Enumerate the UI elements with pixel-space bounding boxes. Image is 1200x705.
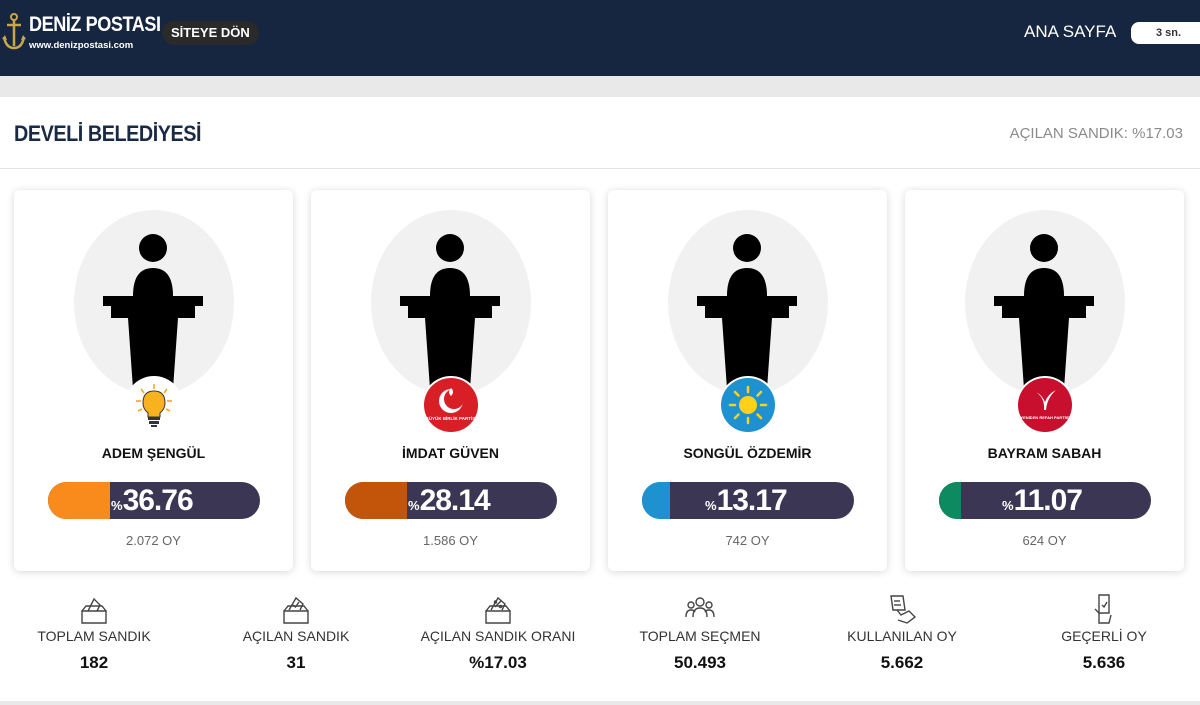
vote-count: 624 OY [1022, 533, 1067, 548]
vote-count: 1.586 OY [423, 533, 478, 548]
voters-group-icon [685, 597, 715, 618]
ballot-box-percent-icon [485, 596, 511, 624]
yeniden-refah-partisi-icon: YENİDEN REFAH PARTİSİ [1018, 378, 1072, 432]
speaker-podium-icon [103, 234, 203, 389]
iyi-parti-sun-icon [721, 378, 775, 432]
vote-count: 742 OY [725, 533, 770, 548]
buyuk-birlik-partisi-icon: BÜYÜK BİRLİK PARTİSİ [424, 378, 478, 432]
vote-share-bar: %36.76 [48, 482, 260, 519]
candidate-name: BAYRAM SABAH [987, 445, 1102, 461]
vote-share-bar: %11.07 [939, 482, 1151, 519]
ak-parti-bulb-icon [136, 384, 172, 427]
party-logo [719, 376, 777, 434]
ballot-box-icon [81, 597, 107, 624]
stat-total-ballot-boxes: TOPLAM SANDIK 182 [0, 593, 194, 673]
vote-count: 2.072 OY [126, 533, 181, 548]
candidate-card: BÜYÜK BİRLİK PARTİSİ İMDAT GÜVEN %28.14 … [311, 190, 590, 571]
candidate-card: ADEM ŞENGÜL %36.76 2.072 OY [14, 190, 293, 571]
svg-text:BÜYÜK BİRLİK PARTİSİ: BÜYÜK BİRLİK PARTİSİ [426, 415, 477, 421]
stat-valid-votes: GEÇERLİ OY 5.636 [1004, 593, 1200, 673]
vote-percent: %28.14 [408, 484, 491, 517]
candidate-name: ADEM ŞENGÜL [101, 445, 206, 461]
stat-total-voters: TOPLAM SEÇMEN 50.493 [600, 593, 800, 673]
party-logo: YENİDEN REFAH PARTİSİ [1016, 376, 1074, 434]
stat-opened-ballot-boxes: AÇILAN SANDIK 31 [196, 593, 396, 673]
results-panel: DEVELİ BELEDİYESİ AÇILAN SANDIK: %17.03 [0, 97, 1200, 701]
page-title: DEVELİ BELEDİYESİ [14, 121, 202, 146]
svg-text:YENİDEN REFAH PARTİSİ: YENİDEN REFAH PARTİSİ [1020, 415, 1069, 420]
anchor-icon [2, 13, 26, 50]
back-to-site-button[interactable]: SİTEYE DÖN [162, 21, 259, 45]
vote-share-fill [939, 482, 961, 519]
candidate-name: İMDAT GÜVEN [402, 445, 499, 461]
speaker-podium-icon [400, 234, 500, 389]
vote-share-bar: %28.14 [345, 482, 557, 519]
vote-percent: %36.76 [111, 484, 194, 517]
top-navbar: DENİZ POSTASI www.denizpostasi.com SİTEY… [0, 0, 1200, 76]
vote-percent: %13.17 [705, 484, 788, 517]
candidate-card: YENİDEN REFAH PARTİSİ BAYRAM SABAH %11.0… [905, 190, 1184, 571]
refresh-timer: 3 sn. [1131, 22, 1200, 44]
party-logo [125, 376, 183, 434]
speaker-podium-icon [697, 234, 797, 389]
summary-stats: TOPLAM SANDIK 182 AÇILAN SANDIK 31 AÇILA… [0, 593, 1200, 683]
stat-opened-ballot-ratio: AÇILAN SANDIK ORANI %17.03 [398, 593, 598, 673]
opened-ballot-ratio: AÇILAN SANDIK: %17.03 [1009, 125, 1183, 142]
site-logo[interactable]: DENİZ POSTASI www.denizpostasi.com [2, 10, 161, 54]
valid-vote-icon [1094, 594, 1112, 624]
vote-share-fill [48, 482, 110, 519]
vote-share-fill [345, 482, 407, 519]
party-logo: BÜYÜK BİRLİK PARTİSİ [422, 376, 480, 434]
candidate-card: SONGÜL ÖZDEMİR %13.17 742 OY [608, 190, 887, 571]
candidate-name: SONGÜL ÖZDEMİR [683, 445, 812, 461]
stat-cast-votes: KULLANILAN OY 5.662 [802, 593, 1002, 673]
speaker-podium-icon [994, 234, 1094, 389]
hand-ballot-icon [890, 595, 917, 624]
vote-share-fill [642, 482, 670, 519]
ballot-box-check-icon [283, 596, 309, 624]
title-row: DEVELİ BELEDİYESİ AÇILAN SANDIK: %17.03 [0, 97, 1200, 169]
logo-url: www.denizpostasi.com [29, 40, 134, 51]
vote-percent: %11.07 [1002, 484, 1083, 517]
home-link[interactable]: ANA SAYFA [1024, 22, 1117, 41]
vote-share-bar: %13.17 [642, 482, 854, 519]
logo-title: DENİZ POSTASI [29, 13, 161, 36]
